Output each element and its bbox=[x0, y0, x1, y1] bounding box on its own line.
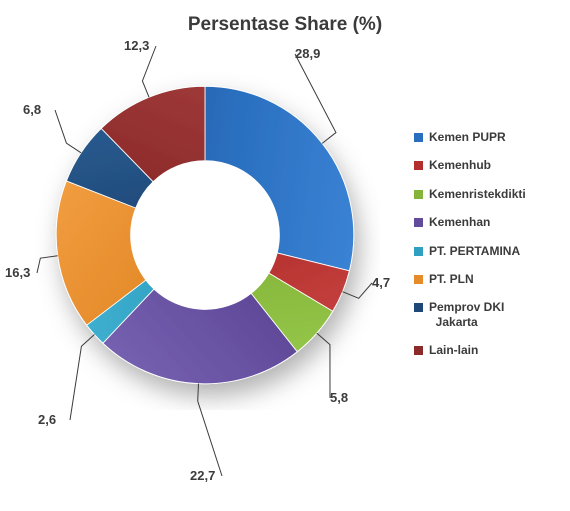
chart-legend: Kemen PUPR Kemenhub Kemenristekdikti Kemenh… bbox=[414, 130, 554, 372]
legend-label-1: Kemenhub bbox=[429, 158, 491, 172]
data-label-0: 28,9 bbox=[295, 46, 320, 61]
legend-label-0: Kemen PUPR bbox=[429, 130, 506, 144]
data-label-3: 22,7 bbox=[190, 468, 215, 483]
donut-chart bbox=[30, 60, 380, 410]
legend-item-1: Kemenhub bbox=[414, 158, 554, 172]
chart-container: Persentase Share (%) 28,9 4,7 5,8 22,7 2,6 16… bbox=[0, 0, 570, 511]
data-label-4: 2,6 bbox=[38, 412, 56, 427]
legend-item-0: Kemen PUPR bbox=[414, 130, 554, 144]
legend-item-2: Kemenristekdikti bbox=[414, 187, 554, 201]
legend-label-5: PT. PLN bbox=[429, 272, 474, 286]
legend-item-3: Kemenhan bbox=[414, 215, 554, 229]
legend-marker-3 bbox=[414, 218, 423, 227]
legend-item-7: Lain-lain bbox=[414, 343, 554, 357]
legend-item-6: Pemprov DKI Jakarta bbox=[414, 300, 554, 329]
chart-title: Persentase Share (%) bbox=[0, 14, 570, 36]
data-label-6: 6,8 bbox=[23, 102, 41, 117]
data-label-7: 12,3 bbox=[124, 38, 149, 53]
legend-marker-1 bbox=[414, 161, 423, 170]
legend-label-4: PT. PERTAMINA bbox=[429, 244, 520, 258]
legend-label-3: Kemenhan bbox=[429, 215, 490, 229]
data-label-1: 4,7 bbox=[372, 275, 390, 290]
legend-label-7: Lain-lain bbox=[429, 343, 478, 357]
legend-marker-5 bbox=[414, 275, 423, 284]
legend-label-2: Kemenristekdikti bbox=[429, 187, 526, 201]
data-label-2: 5,8 bbox=[330, 390, 348, 405]
legend-marker-7 bbox=[414, 346, 423, 355]
legend-item-4: PT. PERTAMINA bbox=[414, 244, 554, 258]
legend-marker-6 bbox=[414, 303, 423, 312]
legend-item-5: PT. PLN bbox=[414, 272, 554, 286]
legend-marker-4 bbox=[414, 247, 423, 256]
legend-label-6: Pemprov DKI Jakarta bbox=[429, 300, 504, 329]
data-label-5: 16,3 bbox=[5, 265, 30, 280]
legend-marker-0 bbox=[414, 133, 423, 142]
legend-marker-2 bbox=[414, 190, 423, 199]
